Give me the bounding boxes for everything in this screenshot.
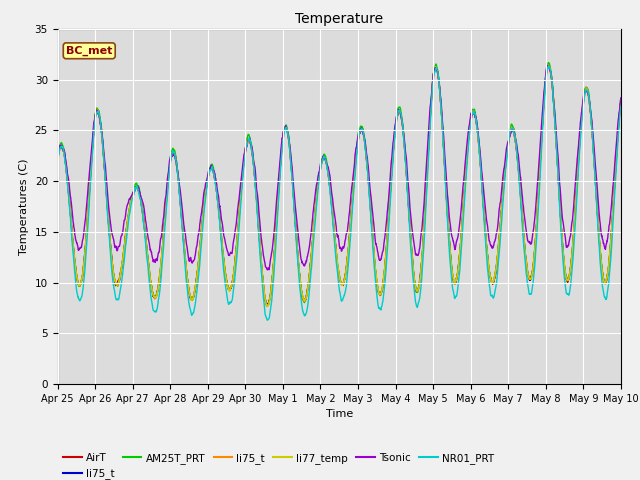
Y-axis label: Temperatures (C): Temperatures (C): [19, 158, 29, 255]
X-axis label: Time: Time: [326, 409, 353, 419]
Text: BC_met: BC_met: [66, 46, 113, 56]
Title: Temperature: Temperature: [295, 12, 383, 26]
Legend: AirT, li75_t, AM25T_PRT, li75_t, li77_temp, Tsonic, NR01_PRT: AirT, li75_t, AM25T_PRT, li75_t, li77_te…: [63, 453, 495, 479]
